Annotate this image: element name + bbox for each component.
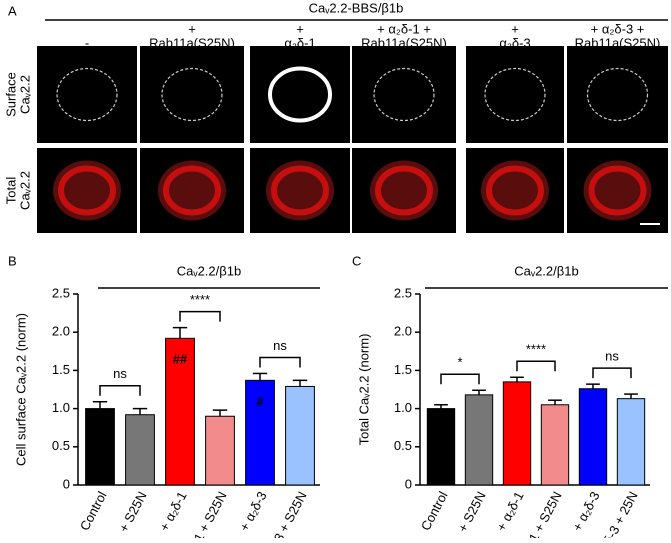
cell-surface: [586, 67, 649, 122]
bar: [125, 414, 155, 486]
column-label: +: [296, 21, 304, 36]
x-tick-label: + α₂δ-1: [493, 489, 526, 534]
cell-surface: [484, 67, 546, 122]
y-tick-label: 0: [63, 476, 70, 491]
micrograph: [352, 46, 456, 143]
cell-total-rim: [271, 165, 329, 216]
chart-title: Caᵥ2.2/β1b: [177, 263, 241, 278]
column-label: -: [85, 35, 89, 50]
significance-bracket: [516, 360, 556, 372]
bar: [245, 379, 275, 486]
bar: [205, 415, 235, 486]
bar: [540, 404, 570, 486]
micrograph: [466, 46, 564, 143]
y-tick-label: 2.0: [394, 324, 412, 339]
row-label: Surface: [3, 72, 18, 117]
significance-bracket: [259, 356, 301, 368]
y-tick-label: 0.5: [52, 438, 70, 453]
y-tick-label: 1.5: [52, 362, 70, 377]
cell-total-rim: [588, 165, 647, 216]
y-tick-label: 2.5: [52, 285, 70, 300]
x-tick-label: + α₂δ-3: [236, 489, 269, 534]
micrograph: [37, 46, 137, 143]
bar: [578, 388, 608, 486]
y-tick-label: 0: [405, 476, 412, 491]
row-label: Total: [3, 177, 18, 205]
significance-label: ns: [273, 338, 287, 353]
panel-label: B: [8, 253, 17, 268]
bar-label: #: [256, 394, 264, 409]
panel-label: A: [8, 3, 17, 18]
bar: [285, 385, 315, 486]
x-tick-label: + S25N: [455, 489, 489, 535]
significance-bracket: [99, 384, 141, 396]
row-label: Caᵥ2.2: [17, 75, 32, 114]
x-tick-label: Control: [77, 489, 110, 533]
bar-label: ##: [173, 352, 188, 367]
column-label: +: [188, 21, 196, 36]
y-tick-label: 2.5: [394, 285, 412, 300]
x-tick-label: + S25N: [116, 489, 150, 535]
y-axis-label: Total Caᵥ2.2 (norm): [356, 334, 371, 446]
column-label: +: [511, 21, 519, 36]
panel-label: C: [352, 253, 361, 268]
cell-surface: [161, 67, 223, 122]
micrograph: [250, 46, 350, 143]
significance-bracket: [592, 367, 632, 379]
y-axis-label: Cell surface Caᵥ2.2 (norm): [13, 313, 28, 466]
chart-title: Caᵥ2.2/β1b: [514, 263, 578, 278]
bar: [616, 398, 646, 486]
bar: [502, 381, 532, 486]
panel-title: Caᵥ2.2-BBS/β1b: [309, 0, 404, 15]
x-tick-label: + α₂δ-3: [569, 489, 602, 534]
significance-label: *: [457, 355, 462, 370]
significance-bracket: [179, 310, 221, 322]
y-tick-label: 1.5: [394, 362, 412, 377]
bar: [85, 408, 115, 486]
y-tick-label: 2.0: [52, 324, 70, 339]
y-tick-label: 1.0: [394, 400, 412, 415]
column-label: + α₂δ-3 +: [591, 21, 645, 36]
significance-label: ns: [605, 349, 619, 364]
x-tick-label: + α₂δ-1: [156, 489, 189, 534]
cell-surface: [56, 67, 118, 122]
cell-total-rim: [58, 165, 116, 216]
cell-surface: [268, 66, 332, 123]
bar: [426, 408, 456, 486]
micrograph: [567, 46, 668, 143]
y-tick-label: 0.5: [394, 438, 412, 453]
significance-label: ****: [190, 292, 210, 307]
column-label: + α₂δ-1 +: [377, 21, 431, 36]
bar: [165, 337, 195, 486]
x-tick-label: Control: [418, 489, 451, 533]
significance-bracket: [440, 373, 480, 385]
significance-label: ns: [113, 366, 127, 381]
bar: [464, 394, 494, 486]
cell-total-rim: [163, 165, 221, 216]
cell-surface: [373, 67, 435, 122]
cell-total-rim: [375, 165, 433, 216]
y-tick-label: 1.0: [52, 400, 70, 415]
significance-label: ****: [526, 342, 546, 357]
micrograph: [140, 46, 244, 143]
cell-total-rim: [486, 165, 544, 216]
row-label: Caᵥ2.2: [17, 171, 32, 210]
